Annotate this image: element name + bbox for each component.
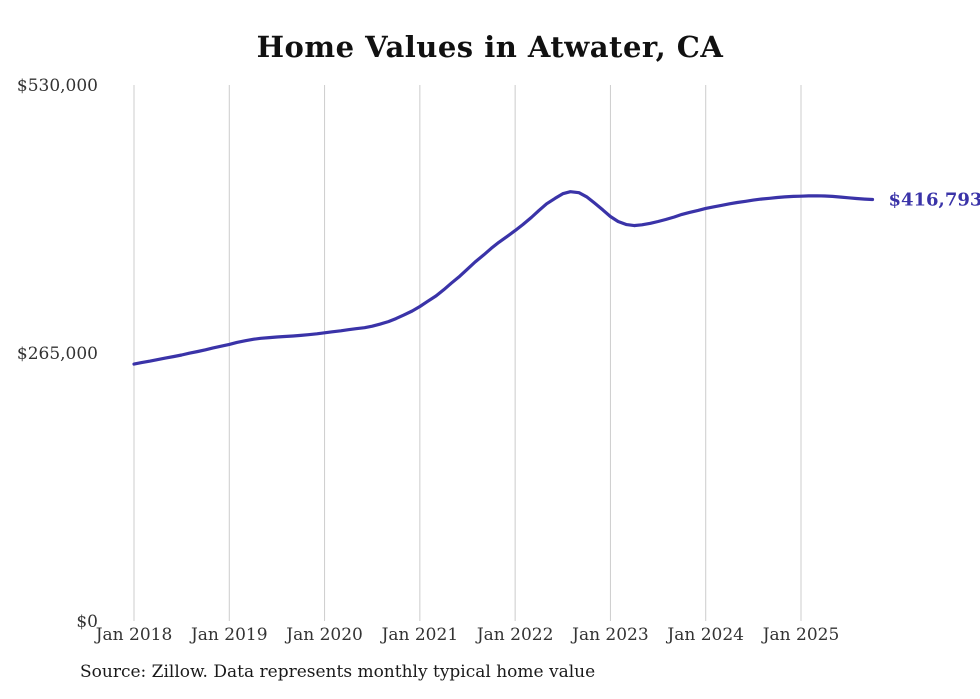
x-tick-label: Jan 2021: [380, 625, 459, 645]
y-tick-label: $530,000: [17, 76, 98, 96]
home-value-line: [132, 190, 875, 366]
x-tick-label: Jan 2019: [189, 625, 268, 645]
x-tick-label: Jan 2024: [665, 625, 744, 645]
x-tick-label: Jan 2018: [94, 625, 173, 645]
x-tick-label: Jan 2023: [570, 625, 649, 645]
y-tick-label: $0: [76, 612, 98, 632]
source-note: Source: Zillow. Data represents monthly …: [80, 662, 596, 682]
x-tick-label: Jan 2025: [761, 625, 840, 645]
end-value-label: $416,793: [888, 189, 980, 210]
x-tick-label: Jan 2020: [284, 625, 363, 645]
chart-title: Home Values in Atwater, CA: [256, 30, 724, 64]
x-tick-label: Jan 2022: [475, 625, 554, 645]
y-tick-label: $265,000: [17, 344, 98, 364]
